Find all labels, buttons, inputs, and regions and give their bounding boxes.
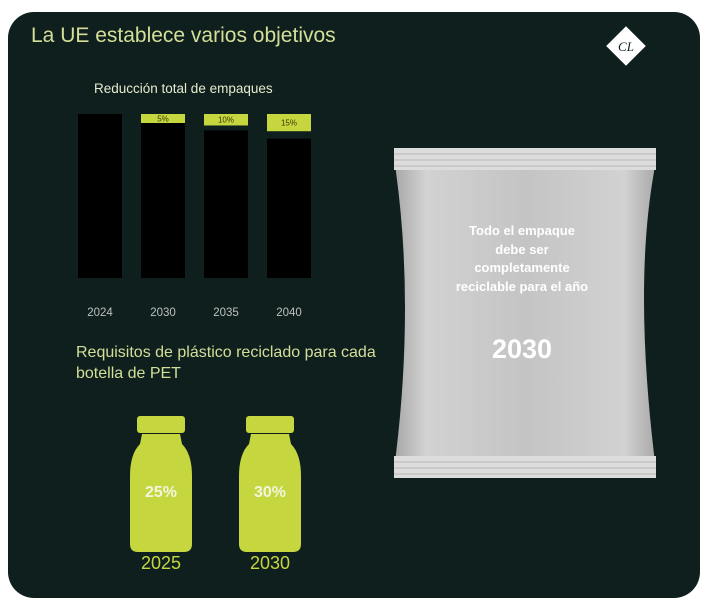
bar-value-label: 10%	[218, 116, 234, 125]
cl-logo-icon: CL	[606, 26, 646, 66]
bar-remaining-2040	[267, 138, 311, 278]
bottle-icon	[130, 416, 192, 552]
bar-value-label: 15%	[281, 119, 297, 128]
bottle-2025: 25%	[130, 416, 192, 552]
bag-year: 2030	[491, 334, 553, 364]
bottle-percent: 25%	[144, 484, 178, 501]
bottle-percent: 30%	[253, 484, 287, 501]
packaging-reduction-chart: 2024 5% 2030 10% 2035 15% 2040	[78, 114, 311, 319]
packaging-bag-icon	[394, 148, 656, 478]
bar-reduction-2030	[141, 114, 185, 123]
page-title: La UE establece varios objetivos	[31, 24, 336, 47]
bar-reduction-2040	[267, 114, 311, 132]
bar-value-label: 5%	[157, 115, 169, 124]
bottle-year: 2025	[140, 553, 182, 573]
bar-remaining-2024	[78, 114, 122, 278]
bar-remaining-2030	[141, 122, 185, 278]
x-tick-label: 2035	[213, 307, 239, 319]
bag-text: Todo el empaque debe ser completamente r…	[455, 223, 589, 294]
x-tick-label: 2024	[87, 307, 113, 319]
bar-reduction-2035	[204, 114, 248, 126]
chart-title: Reducción total de empaques	[94, 81, 273, 96]
bottle-icon	[239, 416, 301, 552]
svg-text:CL: CL	[618, 39, 634, 54]
bottle-2030: 30%	[239, 416, 301, 552]
x-tick-label: 2030	[150, 307, 176, 319]
x-tick-label: 2040	[276, 307, 302, 319]
pet-section-title: Requisitos de plástico reciclado para ca…	[76, 344, 376, 382]
bar-remaining-2035	[204, 130, 248, 278]
bottle-year: 2030	[249, 553, 291, 573]
